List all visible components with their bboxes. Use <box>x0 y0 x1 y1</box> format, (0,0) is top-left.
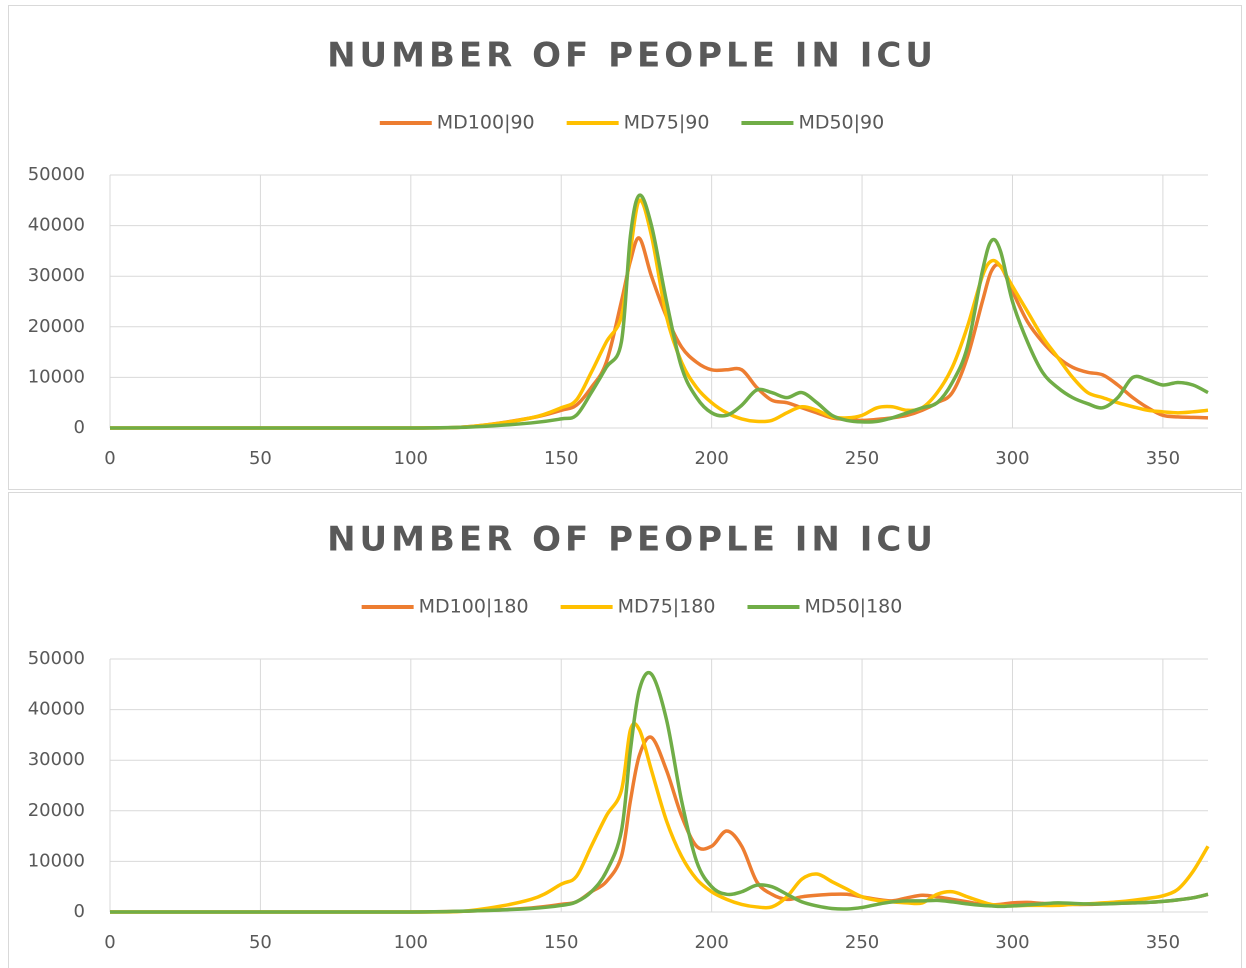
legend-label: MD50|90 <box>798 112 884 134</box>
x-tick-label: 100 <box>394 448 428 469</box>
legend: MD100|180 MD75|180 MD50|180 <box>361 596 902 618</box>
y-tick-label: 20000 <box>28 316 85 337</box>
y-tick-label: 30000 <box>28 749 85 770</box>
y-tick-label: 50000 <box>28 648 85 669</box>
legend-label: MD100|90 <box>437 112 535 134</box>
x-tick-label: 250 <box>845 448 879 469</box>
chart-title: NUMBER OF PEOPLE IN ICU <box>327 520 937 560</box>
x-tick-label: 200 <box>694 448 728 469</box>
x-tick-label: 200 <box>694 932 728 953</box>
x-tick-label: 350 <box>1146 932 1180 953</box>
x-tick-label: 50 <box>249 448 272 469</box>
legend-label: MD100|180 <box>419 596 529 618</box>
x-tick-label: 150 <box>544 932 578 953</box>
y-tick-label: 30000 <box>28 265 85 286</box>
y-tick-label: 0 <box>74 417 85 438</box>
legend-item: MD100|180 <box>361 596 529 618</box>
x-tick-label: 300 <box>995 932 1029 953</box>
series-line <box>110 193 1209 430</box>
legend-item: MD50|180 <box>747 596 902 618</box>
chart-frame <box>8 5 1242 490</box>
legend-item: MD75|90 <box>566 112 710 134</box>
legend: MD100|90 MD75|90 MD50|90 <box>379 112 884 134</box>
legend-item: MD100|90 <box>379 112 535 134</box>
y-tick-label: 40000 <box>28 699 85 720</box>
y-tick-label: 50000 <box>28 164 85 185</box>
y-tick-label: 40000 <box>28 215 85 236</box>
chart-title: NUMBER OF PEOPLE IN ICU <box>327 36 937 76</box>
y-tick-label: 10000 <box>28 366 85 387</box>
x-tick-label: 250 <box>845 932 879 953</box>
legend-label: MD50|180 <box>804 596 902 618</box>
legend-item: MD75|180 <box>560 596 716 618</box>
y-tick-label: 10000 <box>28 850 85 871</box>
x-tick-label: 100 <box>394 932 428 953</box>
x-tick-label: 0 <box>104 448 115 469</box>
legend-label: MD75|90 <box>624 112 710 134</box>
y-tick-label: 20000 <box>28 800 85 821</box>
x-tick-label: 50 <box>249 932 272 953</box>
x-tick-label: 350 <box>1146 448 1180 469</box>
chart-frame <box>8 492 1242 968</box>
x-tick-label: 0 <box>104 932 115 953</box>
series-line <box>110 670 1209 914</box>
legend-label: MD75|180 <box>618 596 716 618</box>
legend-item: MD50|90 <box>741 112 884 134</box>
x-tick-label: 300 <box>995 448 1029 469</box>
x-tick-label: 150 <box>544 448 578 469</box>
y-tick-label: 0 <box>74 901 85 922</box>
